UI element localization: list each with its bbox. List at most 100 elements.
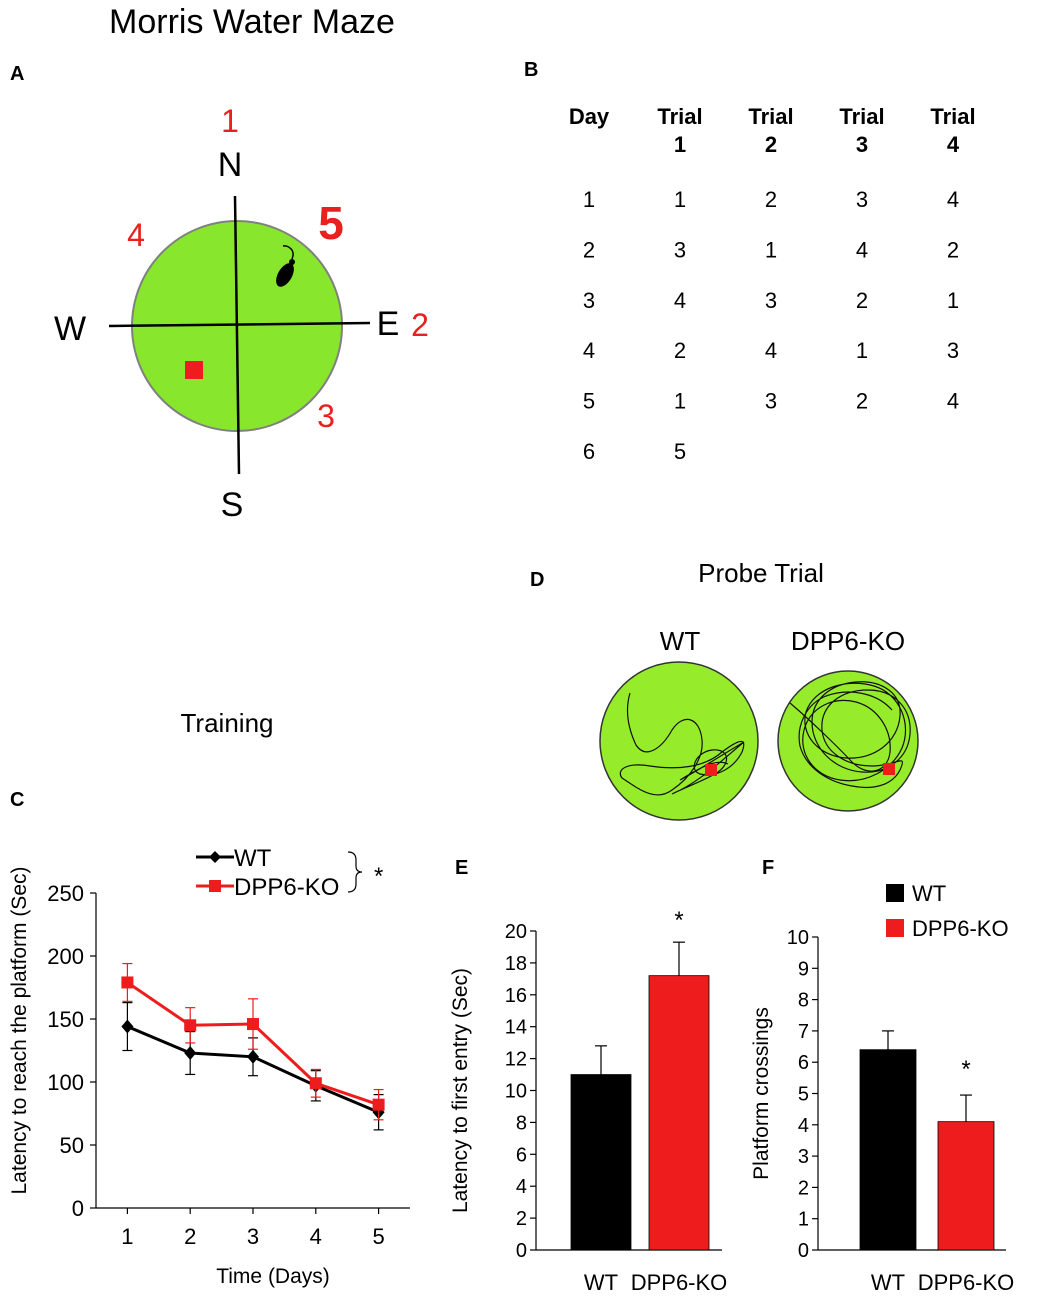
table-cell-r0-c4: 4 — [947, 187, 959, 212]
e-y-axis-label: Latency to first entry (Sec) — [449, 968, 472, 1213]
f-legend-swatch-0 — [886, 884, 904, 902]
e-ytick-label-14: 14 — [505, 1017, 527, 1039]
e-ytick-label-18: 18 — [505, 953, 527, 975]
table-header-2-line1: Trial — [748, 104, 793, 129]
f-ytick-label-2: 2 — [798, 1177, 809, 1199]
c-y-axis-label: Latency to reach the platform (Sec) — [8, 867, 31, 1195]
start-position-2: 2 — [411, 307, 429, 343]
table-cell-r0-c0: 1 — [583, 187, 595, 212]
chart-c: 0 50 100 150 200 250 1 2 3 4 5 Time (Days) Latency t… — [8, 845, 410, 1288]
e-ytick-label-10: 10 — [505, 1081, 527, 1103]
c-ytick-label-0: 0 — [72, 1196, 84, 1221]
north-south-axis — [233, 195, 241, 475]
table-cell-r2-c4: 1 — [947, 288, 959, 313]
f-bar-0 — [859, 1049, 917, 1251]
panel-e: E 0 2 4 6 8 10 12 14 16 18 20 WT DPP6-KO Latency to f… — [449, 857, 727, 1295]
table-cell-r1-c3: 4 — [856, 237, 868, 262]
table-cell-r2-c3: 2 — [856, 288, 868, 313]
table-cell-r3-c0: 4 — [583, 338, 595, 363]
e-ytick-label-4: 4 — [516, 1176, 527, 1198]
table-cell-r4-c0: 5 — [583, 389, 595, 414]
e-ytick-label-20: 20 — [505, 921, 527, 943]
direction-east: E — [377, 305, 400, 343]
e-xlabel-0: WT — [584, 1270, 618, 1295]
panel-d-title: Probe Trial — [698, 558, 824, 588]
f-legend-swatch-1 — [886, 919, 904, 937]
hidden-platform — [185, 361, 203, 379]
e-ytick-label-12: 12 — [505, 1049, 527, 1071]
c-point-s0-2 — [247, 1049, 259, 1064]
panel-b-letter: B — [524, 59, 538, 81]
e-ytick-label-8: 8 — [516, 1112, 527, 1134]
table-header-3-line1: Trial — [839, 104, 884, 129]
f-ytick-label-8: 8 — [798, 990, 809, 1012]
table-header-4-line2: 4 — [947, 132, 960, 157]
table-header-0-line1: Day — [569, 104, 610, 129]
f-ytick-label-3: 3 — [798, 1146, 809, 1168]
e-bar-0 — [570, 1074, 632, 1251]
table-cell-r5-c1: 5 — [674, 439, 686, 464]
panel-c: C Training 0 50 100 150 200 250 1 2 3 4 5 Time (Day… — [8, 708, 410, 1288]
swim-path-ko — [789, 681, 911, 789]
panel-a-letter: A — [10, 63, 24, 85]
table-cell-r1-c2: 1 — [765, 237, 777, 262]
f-xlabel-1: DPP6-KO — [918, 1270, 1015, 1295]
c-point-s1-0 — [121, 976, 134, 989]
panel-f-letter: F — [762, 857, 774, 879]
table-header-1-line2: 1 — [674, 132, 686, 157]
panel-c-letter: C — [10, 789, 24, 811]
table-cell-r5-c0: 6 — [583, 439, 595, 464]
table-header-2-line2: 2 — [765, 132, 777, 157]
table-cell-r3-c3: 1 — [856, 338, 868, 363]
f-bar-1 — [937, 1121, 995, 1251]
c-xtick-label-1: 1 — [121, 1224, 133, 1249]
c-point-s1-3 — [309, 1077, 322, 1090]
probe-label-ko: DPP6-KO — [791, 626, 905, 656]
panel-a-title: Morris Water Maze — [109, 3, 395, 41]
start-position-5: 5 — [318, 197, 344, 249]
table-cell-r1-c0: 2 — [583, 237, 595, 262]
table-cell-r0-c2: 2 — [765, 187, 777, 212]
e-xlabel-1: DPP6-KO — [631, 1270, 728, 1295]
chart-f: 0 1 2 3 4 5 6 7 8 9 10 WT DPP6-KO Platform crossings *… — [750, 881, 1014, 1295]
c-ytick-label-250: 250 — [47, 881, 84, 906]
f-ytick-label-1: 1 — [798, 1209, 809, 1231]
c-xtick-label-4: 4 — [310, 1224, 322, 1249]
c-point-s0-0 — [121, 1019, 134, 1034]
e-bar-1 — [648, 975, 710, 1251]
c-legend-marker-1 — [209, 880, 221, 892]
table-header-4-line1: Trial — [930, 104, 975, 129]
c-legend-label-0: WT — [234, 845, 272, 872]
panel-c-title: Training — [181, 708, 274, 738]
f-ytick-label-0: 0 — [798, 1240, 809, 1262]
e-ytick-label-0: 0 — [516, 1240, 527, 1262]
f-y-axis-label: Platform crossings — [750, 1007, 773, 1180]
probe-pool-ko — [777, 670, 919, 812]
swim-path-wt — [619, 692, 745, 796]
panel-a: Morris Water Maze A N S W E 1 2 3 4 5 — [10, 3, 429, 524]
table-cell-r4-c3: 2 — [856, 389, 868, 414]
table-header-3-line2: 3 — [856, 132, 868, 157]
start-position-1: 1 — [221, 103, 239, 139]
f-ytick-label-4: 4 — [798, 1115, 809, 1137]
mouse-icon — [276, 245, 295, 287]
c-ytick-label-50: 50 — [60, 1133, 84, 1158]
trial-table: Day Trial 1 Trial 2 Trial 3 Trial 4 1 1 2 3 4 2 3 1 4 2 3 4 3… — [569, 104, 976, 464]
c-legend-marker-0 — [209, 851, 221, 863]
f-legend-label-0: WT — [912, 881, 946, 906]
c-x-axis-label: Time (Days) — [216, 1265, 330, 1288]
c-point-s0-1 — [184, 1046, 197, 1061]
table-cell-r4-c4: 4 — [947, 389, 959, 414]
probe-label-wt: WT — [660, 626, 701, 656]
e-ytick-label-16: 16 — [505, 985, 527, 1007]
table-header-1-line1: Trial — [657, 104, 702, 129]
f-legend-label-1: DPP6-KO — [912, 916, 1009, 941]
c-point-s1-1 — [184, 1019, 197, 1032]
table-cell-r0-c3: 3 — [856, 187, 868, 212]
c-significance-bracket — [347, 851, 363, 893]
table-cell-r4-c1: 1 — [674, 389, 686, 414]
c-legend-label-1: DPP6-KO — [234, 874, 339, 901]
c-xtick-label-3: 3 — [247, 1224, 259, 1249]
panel-e-letter: E — [455, 857, 468, 879]
